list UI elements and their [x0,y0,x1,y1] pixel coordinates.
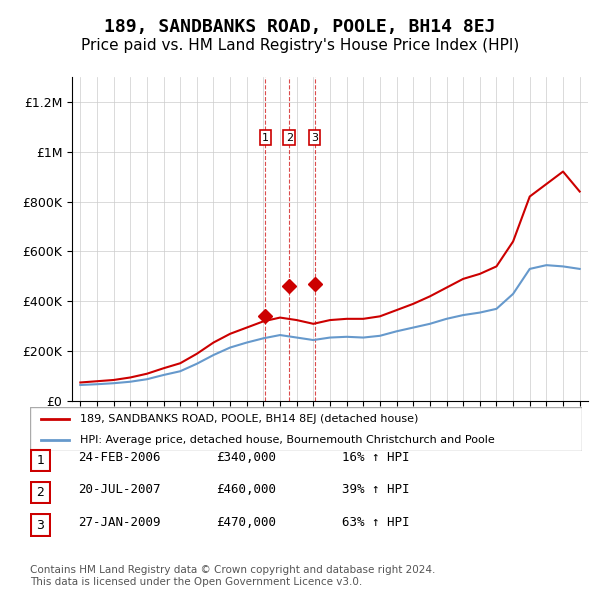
Text: 63% ↑ HPI: 63% ↑ HPI [342,516,409,529]
Text: 16% ↑ HPI: 16% ↑ HPI [342,451,409,464]
Text: Contains HM Land Registry data © Crown copyright and database right 2024.
This d: Contains HM Land Registry data © Crown c… [30,565,436,587]
Text: 3: 3 [37,519,44,532]
Text: £340,000: £340,000 [216,451,276,464]
FancyBboxPatch shape [31,514,50,536]
Text: 3: 3 [311,133,318,143]
FancyBboxPatch shape [31,482,50,503]
Text: HPI: Average price, detached house, Bournemouth Christchurch and Poole: HPI: Average price, detached house, Bour… [80,435,494,445]
Text: 20-JUL-2007: 20-JUL-2007 [78,483,161,496]
Text: 24-FEB-2006: 24-FEB-2006 [78,451,161,464]
FancyBboxPatch shape [30,407,582,451]
Text: 2: 2 [37,486,44,499]
Text: 189, SANDBANKS ROAD, POOLE, BH14 8EJ: 189, SANDBANKS ROAD, POOLE, BH14 8EJ [104,18,496,36]
Text: £460,000: £460,000 [216,483,276,496]
Text: 2: 2 [286,133,293,143]
Text: £470,000: £470,000 [216,516,276,529]
Text: 1: 1 [37,454,44,467]
Text: 27-JAN-2009: 27-JAN-2009 [78,516,161,529]
Text: 39% ↑ HPI: 39% ↑ HPI [342,483,409,496]
FancyBboxPatch shape [31,450,50,471]
Text: 189, SANDBANKS ROAD, POOLE, BH14 8EJ (detached house): 189, SANDBANKS ROAD, POOLE, BH14 8EJ (de… [80,415,418,424]
Text: 1: 1 [262,133,269,143]
Text: Price paid vs. HM Land Registry's House Price Index (HPI): Price paid vs. HM Land Registry's House … [81,38,519,53]
